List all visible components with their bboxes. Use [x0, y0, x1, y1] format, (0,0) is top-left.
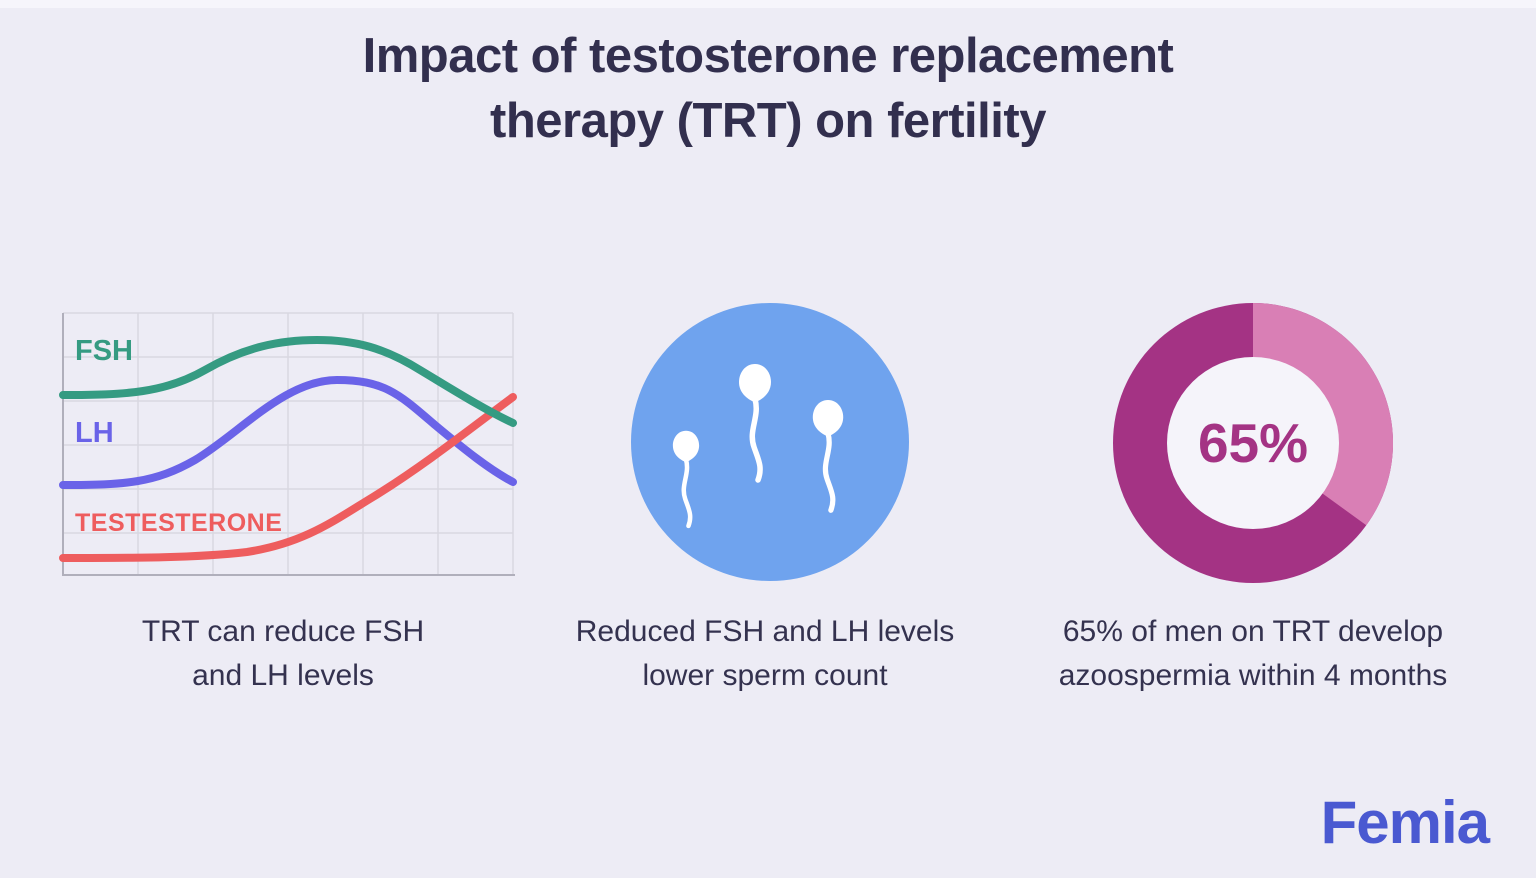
hormone-line-chart-svg: FSH LH TESTESTERONE	[59, 312, 517, 576]
page-title-line1: Impact of testosterone replacement	[362, 29, 1174, 83]
donut-chart-svg: 65%	[1113, 303, 1394, 583]
caption-donut-line1: 65% of men on TRT develop	[1062, 615, 1444, 648]
lh-curve	[59, 375, 517, 489]
caption-sperm-line2: lower sperm count	[642, 659, 888, 692]
top-strip	[0, 0, 1536, 8]
lh-series-label: LH	[75, 417, 114, 449]
caption-chart-line1: TRT can reduce FSH	[141, 615, 425, 648]
caption-chart: TRT can reduce FSH and LH levels	[43, 610, 523, 698]
testosterone-curve	[59, 393, 517, 562]
caption-donut-line2: azoospermia within 4 months	[1058, 659, 1448, 692]
donut-center-value: 65%	[1198, 412, 1308, 474]
chart-axes	[62, 313, 515, 576]
caption-donut: 65% of men on TRT develop azoospermia wit…	[1013, 610, 1493, 698]
caption-sperm-line1: Reduced FSH and LH levels	[575, 615, 955, 648]
sperm-count-illustration	[631, 303, 909, 581]
hormone-line-chart: FSH LH TESTESTERONE	[55, 300, 525, 590]
page-title-line2: therapy (TRT) on fertility	[490, 94, 1046, 148]
testosterone-series-label: TESTESTERONE	[75, 509, 282, 537]
blue-circle-background	[631, 303, 909, 581]
fsh-series-label: FSH	[75, 335, 133, 367]
femia-logo: Femia	[1320, 789, 1490, 856]
caption-sperm: Reduced FSH and LH levels lower sperm cou…	[525, 610, 1005, 698]
caption-chart-line2: and LH levels	[192, 659, 374, 692]
page-title: Impact of testosterone replacement therap…	[0, 24, 1536, 154]
sperm-circle-svg	[631, 303, 909, 581]
donut-hole	[1167, 357, 1339, 529]
fsh-curve	[59, 335, 517, 427]
azoospermia-donut-chart: 65%	[1113, 303, 1394, 583]
chart-gridlines	[63, 312, 514, 575]
